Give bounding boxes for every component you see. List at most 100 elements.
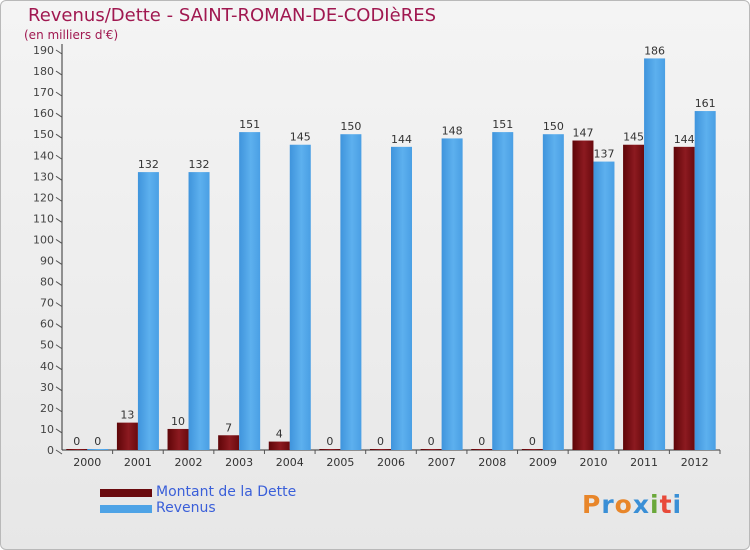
revenue-value-label: 161 [695, 97, 716, 110]
debt-bar [521, 449, 543, 450]
revenue-bar [289, 144, 311, 450]
chart-subtitle: (en milliers d'€) [24, 28, 119, 42]
revenue-bar [593, 161, 615, 450]
y-tick-label: 170 [33, 86, 54, 99]
y-tick-label: 70 [40, 297, 54, 310]
y-tick-mark [55, 91, 63, 97]
revenue-value-label: 145 [290, 131, 311, 144]
revenue-bar [492, 132, 514, 450]
revenue-value-label: 186 [644, 44, 665, 57]
revenue-value-label: 151 [492, 118, 513, 131]
y-tick-label: 10 [40, 423, 54, 436]
debt-bar [167, 428, 189, 450]
legend-label-revenus: Revenus [156, 500, 216, 516]
chart-title: Revenus/Dette - SAINT-ROMAN-DE-CODIèRES [28, 5, 436, 26]
y-tick-label: 40 [40, 360, 54, 373]
x-tick-label: 2003 [225, 456, 253, 469]
y-tick-mark [55, 449, 63, 455]
y-tick-mark [55, 365, 63, 371]
debt-value-label: 145 [623, 131, 644, 144]
revenue-value-label: 151 [239, 118, 260, 131]
y-tick-label: 30 [40, 381, 54, 394]
x-tick-label: 2002 [175, 456, 203, 469]
y-tick-label: 130 [33, 170, 54, 183]
revenue-value-label: 0 [94, 435, 101, 448]
y-tick-mark [55, 133, 63, 139]
debt-value-label: 0 [478, 435, 485, 448]
debt-value-label: 4 [276, 428, 283, 441]
y-tick-mark [55, 407, 63, 413]
debt-value-label: 147 [572, 127, 593, 140]
y-tick-label: 50 [40, 339, 54, 352]
x-tick-label: 2000 [73, 456, 101, 469]
debt-bar [471, 449, 493, 450]
x-tick-label: 2006 [377, 456, 405, 469]
revenue-bar [137, 172, 159, 450]
debt-value-label: 0 [377, 435, 384, 448]
debt-bar [673, 146, 695, 450]
revenue-value-label: 137 [593, 148, 614, 161]
revenue-value-label: 132 [138, 158, 159, 171]
y-tick-mark [55, 154, 63, 160]
revenue-bar [87, 449, 109, 450]
revenue-value-label: 132 [189, 158, 210, 171]
y-tick-label: 190 [33, 44, 54, 57]
revenue-bar [441, 138, 463, 450]
debt-bar [218, 435, 240, 450]
y-tick-mark [55, 239, 63, 244]
debt-value-label: 13 [120, 409, 134, 422]
debt-bar [116, 422, 138, 450]
logo-letter: i [672, 490, 683, 519]
revenue-bar [340, 134, 362, 451]
debt-bar [319, 449, 341, 450]
y-tick-mark [55, 218, 63, 223]
x-tick-label: 2001 [124, 456, 152, 469]
legend-swatch-revenus [100, 505, 152, 513]
y-tick-mark [55, 49, 63, 55]
debt-value-label: 7 [225, 421, 232, 434]
x-tick-label: 2012 [681, 456, 709, 469]
y-tick-label: 150 [33, 128, 54, 141]
y-tick-mark [55, 196, 63, 202]
y-tick-mark [55, 70, 63, 76]
debt-bar [66, 449, 88, 450]
y-tick-mark [55, 260, 63, 265]
revenue-value-label: 150 [340, 120, 361, 133]
revenue-bar [391, 146, 412, 450]
y-tick-mark [55, 112, 63, 118]
y-tick-label: 110 [33, 212, 54, 225]
y-tick-label: 120 [33, 191, 54, 204]
legend-label-dette: Montant de la Dette [156, 484, 297, 500]
debt-value-label: 0 [326, 435, 333, 448]
y-tick-label: 140 [33, 149, 54, 162]
y-tick-mark [55, 428, 63, 434]
y-tick-mark [55, 302, 63, 308]
y-tick-label: 0 [47, 444, 54, 457]
x-tick-label: 2011 [630, 456, 658, 469]
x-tick-label: 2004 [276, 456, 304, 469]
logo-letter: x [632, 490, 650, 519]
debt-bar [572, 140, 594, 451]
x-tick-label: 2005 [326, 456, 354, 469]
y-tick-label: 180 [33, 65, 54, 78]
logo-letter: r [601, 490, 615, 519]
revenue-value-label: 148 [442, 124, 463, 137]
legend-swatch-dette [100, 489, 152, 497]
debt-bar [268, 441, 290, 450]
debt-bar [420, 449, 442, 450]
y-tick-label: 80 [40, 276, 54, 289]
revenue-bar [694, 111, 716, 450]
x-tick-label: 2008 [478, 456, 506, 469]
debt-bar [370, 449, 391, 450]
x-tick-label: 2007 [428, 456, 456, 469]
x-tick-label: 2010 [579, 456, 607, 469]
revenue-value-label: 150 [543, 120, 564, 133]
logo-letter: i [650, 490, 660, 519]
y-tick-mark [55, 344, 63, 350]
debt-value-label: 10 [171, 415, 185, 428]
debt-value-label: 0 [73, 435, 80, 448]
y-tick-label: 90 [40, 255, 54, 268]
revenue-bar [188, 172, 210, 450]
y-tick-label: 100 [33, 233, 54, 246]
